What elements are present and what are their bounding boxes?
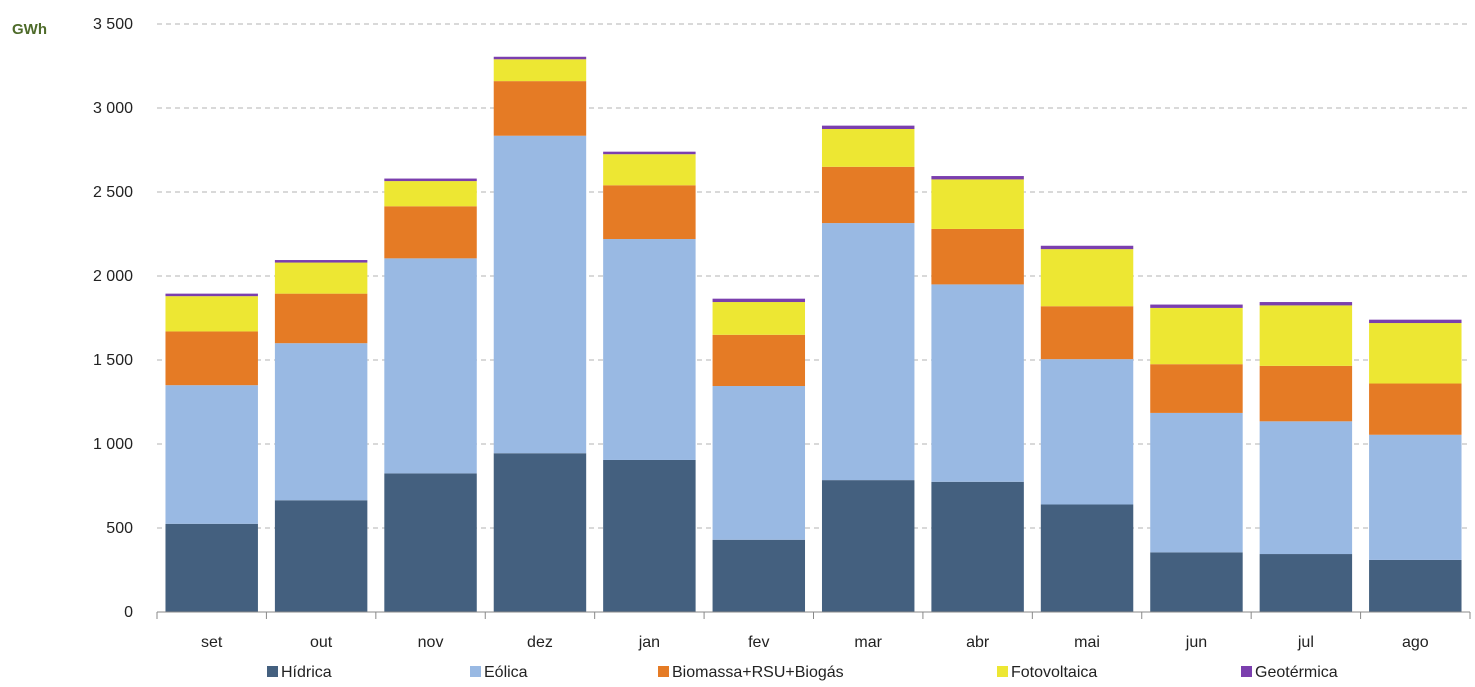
bar-segment [712,386,806,540]
bar-segment [931,228,1024,285]
legend-label: Biomassa+RSU+Biogás [672,664,844,681]
bar-segment [165,293,258,297]
legend-label: Hídrica [281,664,332,681]
legend-label: Eólica [484,664,528,681]
y-tick-label: 1 000 [93,436,133,453]
bar-segment [384,473,477,612]
bar-segment [1369,323,1462,384]
bar-segment [1259,421,1353,555]
x-tick-label: out [310,634,333,651]
bar-segment [712,302,806,335]
x-tick-label: jan [638,634,660,651]
bar-segment [493,453,587,612]
bar-segment [493,135,587,454]
bars [165,56,1462,612]
bar-segment [493,81,587,136]
bar-segment [1259,302,1353,306]
legend-swatch [997,666,1008,677]
bar-segment [603,154,696,186]
bar-segment [821,129,915,167]
bar-segment [1259,554,1353,612]
bar-segment [931,176,1024,180]
bar-segment [931,179,1024,229]
bar-segment [821,223,915,481]
y-tick-label: 1 500 [93,352,133,369]
bar-segment [712,334,806,387]
legend-swatch [470,666,481,677]
bar-segment [1040,245,1134,250]
y-tick-label: 3 500 [93,16,133,33]
bar-segment [821,480,915,612]
bar-segment [821,166,915,224]
x-tick-label: ago [1402,634,1429,651]
y-tick-label: 0 [124,604,133,621]
legend-swatch [267,666,278,677]
bar-segment [493,59,587,82]
bar-segment [1369,319,1462,324]
bar-segment [1369,434,1462,560]
gridlines [157,23,1470,529]
legend-label: Fotovoltaica [1011,664,1097,681]
bar-segment [1040,504,1134,612]
axes: 0 500 1 000 1 500 2 000 2 500 3 000 3 500 set out… [93,16,1471,651]
x-tick-label: abr [966,634,990,651]
bar-segment [1259,305,1353,366]
bar-segment [165,331,258,386]
y-axis-unit-label: GWh [12,21,47,38]
x-tick-label: jul [1297,634,1314,651]
bar-segment [931,481,1024,612]
bar-segment [603,459,696,612]
y-tick-label: 500 [106,520,133,537]
x-tick-label: jun [1185,634,1207,651]
y-tick-label: 2 000 [93,268,133,285]
bar-segment [1369,559,1462,612]
bar-segment [1040,306,1134,360]
x-tick-label: mai [1074,634,1100,651]
bar-segment [165,523,258,612]
bar-segment [274,260,368,263]
bar-segment [821,125,915,129]
legend: Hídrica Eólica Biomassa+RSU+Biogás Fotovolt… [267,664,1338,681]
x-tick-label: fev [748,634,769,651]
bar-segment [603,239,696,460]
bar-segment [165,385,258,524]
bar-segment [274,343,368,501]
bar-segment [603,185,696,240]
bar-segment [1150,307,1243,365]
bar-segment [1150,552,1243,612]
bar-segment [274,293,368,344]
bar-segment [1259,365,1353,422]
bar-segment [1150,364,1243,413]
bar-segment [1369,383,1462,435]
y-tick-label: 2 500 [93,184,133,201]
bar-segment [1040,359,1134,505]
x-tick-label: nov [418,634,444,651]
bar-segment [712,539,806,612]
bar-segment [493,56,587,60]
bar-segment [603,151,696,155]
bar-segment [165,296,258,332]
bar-segment [1150,304,1243,308]
bar-segment [384,258,477,474]
bar-segment [274,262,368,294]
x-tick-label: mar [854,634,882,651]
x-tick-label: dez [527,634,553,651]
x-tick-label: set [201,634,223,651]
bar-segment [274,500,368,612]
legend-swatch [658,666,669,677]
bar-segment [931,284,1024,482]
legend-label: Geotérmica [1255,664,1338,681]
bar-segment [384,181,477,207]
y-tick-label: 3 000 [93,100,133,117]
bar-segment [384,206,477,259]
bar-segment [712,298,806,303]
bar-segment [384,178,477,182]
legend-swatch [1241,666,1252,677]
bar-segment [1150,412,1243,553]
bar-segment [1040,249,1134,307]
